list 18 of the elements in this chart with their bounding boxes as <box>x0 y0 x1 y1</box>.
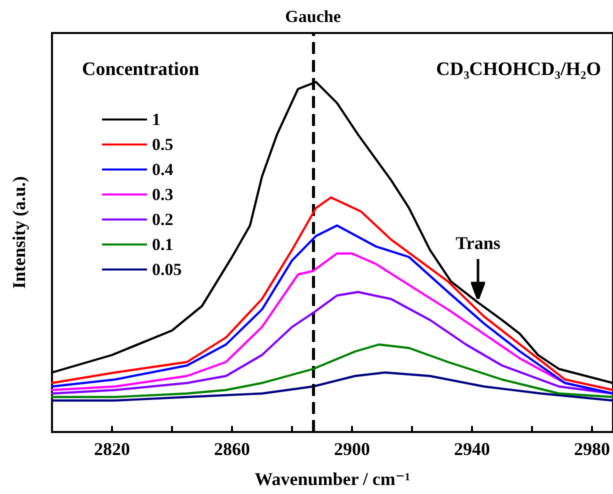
x-tick-label: 2900 <box>334 439 370 459</box>
legend-label: 0.05 <box>152 260 182 279</box>
legend-label: 0.2 <box>152 210 174 229</box>
x-tick-label: 2820 <box>94 439 130 459</box>
legend-label: 1 <box>152 110 160 129</box>
legend-label: 0.1 <box>152 235 174 254</box>
legend-label: 0.4 <box>152 160 174 179</box>
x-tick-label: 2860 <box>214 439 250 459</box>
x-tick-label: 2980 <box>574 439 610 459</box>
chart-title: CD₃CHOHCD₃/H₂O <box>436 59 602 80</box>
y-axis-title: Intensity (a.u.) <box>9 176 29 289</box>
x-axis-title: Wavenumber / cm⁻¹ <box>254 469 410 489</box>
ref-line-label: Gauche <box>285 7 342 26</box>
legend-title: Concentration <box>82 59 200 80</box>
annotation: Trans <box>456 232 500 254</box>
legend-label: 0.5 <box>152 135 174 154</box>
x-tick-label: 2940 <box>454 439 490 459</box>
legend-label: 0.3 <box>152 185 174 204</box>
